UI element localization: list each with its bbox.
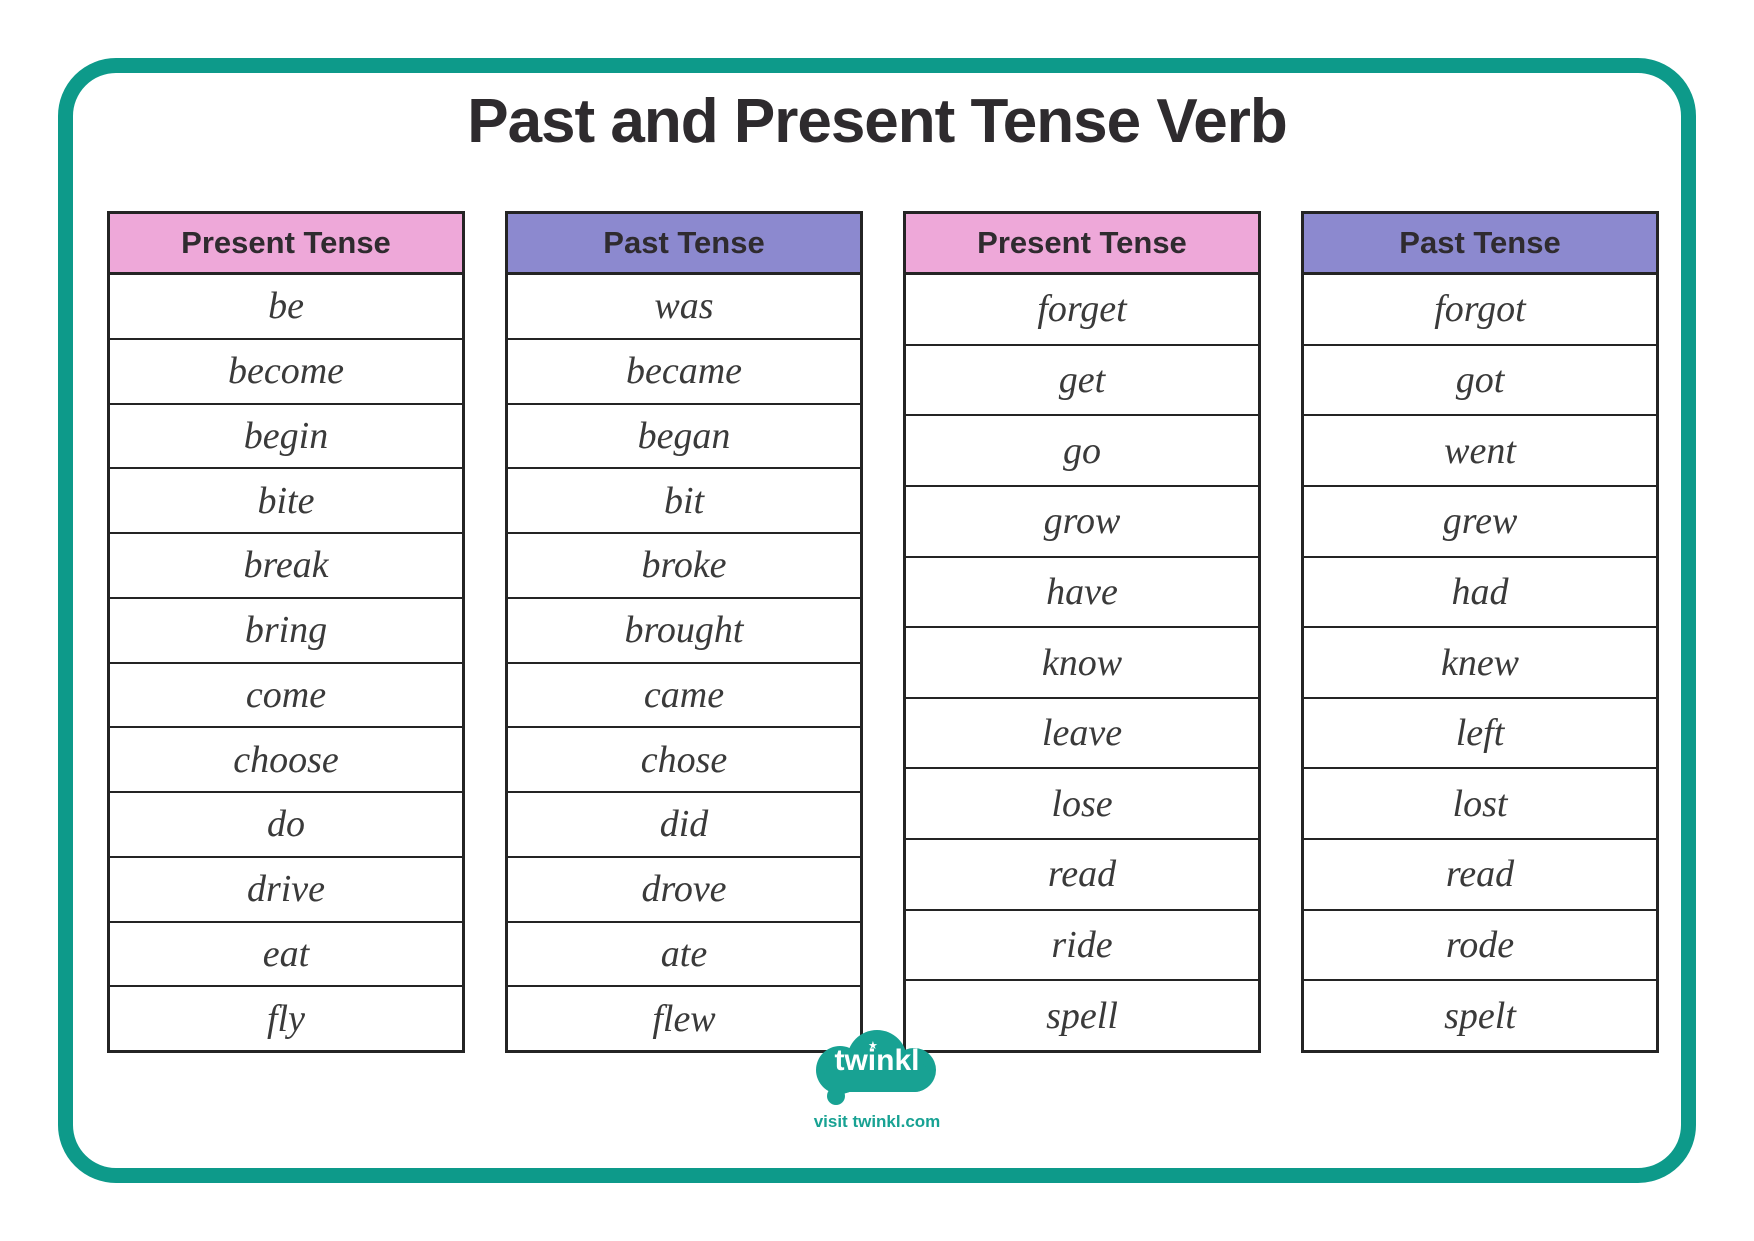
table-body-present-2: forget get go grow have know leave lose read ride… xyxy=(906,275,1258,1050)
verb-cell: began xyxy=(508,405,860,470)
verb-cell: know xyxy=(906,628,1258,699)
verb-cell: ate xyxy=(508,923,860,988)
verb-cell: come xyxy=(110,664,462,729)
verb-cell: got xyxy=(1304,346,1656,417)
verb-cell: became xyxy=(508,340,860,405)
verb-cell: grew xyxy=(1304,487,1656,558)
verb-cell: rode xyxy=(1304,911,1656,982)
verb-cell: fly xyxy=(267,997,305,1040)
verb-cell: forgot xyxy=(1304,275,1656,346)
verb-cell: read xyxy=(1304,840,1656,911)
table-header-past-1: Past Tense xyxy=(508,214,860,275)
twinkl-logo-text: twinkl xyxy=(834,1044,920,1077)
verb-cell: drive xyxy=(110,858,462,923)
visit-twinkl-link: visit twinkl.com xyxy=(813,1112,941,1131)
cloud-icon xyxy=(816,1030,936,1105)
table-body-past-2: forgot got went grew had knew left lost read rode… xyxy=(1304,275,1656,1050)
table-header-past-2: Past Tense xyxy=(1304,214,1656,275)
table-header-present-1: Present Tense xyxy=(110,214,462,275)
verb-cell: drove xyxy=(508,858,860,923)
table-body-past-1: was became began bit broke brought came chose di… xyxy=(508,275,860,1050)
verb-cell: chose xyxy=(508,728,860,793)
verb-cell: lose xyxy=(906,769,1258,841)
verb-cell: spell xyxy=(1046,994,1118,1037)
verb-cell: choose xyxy=(110,728,462,793)
table-present-tense-1: Present Tense be become begin bite break brin… xyxy=(107,211,465,1053)
table-past-tense-1: Past Tense was became began bit broke brought… xyxy=(505,211,863,1053)
verb-cell: did xyxy=(508,793,860,858)
footer: twinkl ★ visit twinkl.com xyxy=(0,1030,1754,1132)
verb-cell: ride xyxy=(906,911,1258,982)
verb-cell: brought xyxy=(508,599,860,664)
page-title: Past and Present Tense Verb xyxy=(467,87,1288,156)
star-icon: ★ xyxy=(868,1040,878,1052)
verb-cell: go xyxy=(906,416,1258,487)
verb-cell: break xyxy=(110,534,462,599)
verb-cell: bit xyxy=(508,469,860,534)
verb-cell: get xyxy=(906,346,1258,417)
verb-cell: do xyxy=(110,793,462,858)
table-present-tense-2: Present Tense forget get go grow have know lea… xyxy=(903,211,1261,1053)
verb-cell: had xyxy=(1304,558,1656,629)
verb-cell: forget xyxy=(906,275,1258,346)
verb-cell: begin xyxy=(110,405,462,470)
verb-cell: came xyxy=(508,664,860,729)
verb-cell: spelt xyxy=(1444,994,1516,1037)
table-body-present-1: be become begin bite break bring come choose do d… xyxy=(110,275,462,1050)
verb-cell: went xyxy=(1304,416,1656,487)
verb-cell: grow xyxy=(906,487,1258,558)
verb-cell: broke xyxy=(508,534,860,599)
verb-cell: leave xyxy=(906,699,1258,770)
verb-cell: have xyxy=(906,558,1258,629)
verb-cell: lost xyxy=(1304,769,1656,841)
twinkl-logo: twinkl ★ xyxy=(802,1030,952,1110)
verb-tables: Present Tense be become begin bite break brin… xyxy=(107,211,1659,1053)
verb-cell: eat xyxy=(110,923,462,988)
verb-cell: bring xyxy=(110,599,462,664)
verb-cell: become xyxy=(110,340,462,405)
table-header-present-2: Present Tense xyxy=(906,214,1258,275)
table-past-tense-2: Past Tense forgot got went grew had knew left l… xyxy=(1301,211,1659,1053)
verb-cell: read xyxy=(906,840,1258,911)
verb-cell: flew xyxy=(652,997,716,1040)
verb-cell: knew xyxy=(1304,628,1656,699)
verb-cell: be xyxy=(110,275,462,340)
verb-cell: bite xyxy=(110,469,462,534)
verb-cell: was xyxy=(508,275,860,340)
verb-cell: left xyxy=(1304,699,1656,770)
